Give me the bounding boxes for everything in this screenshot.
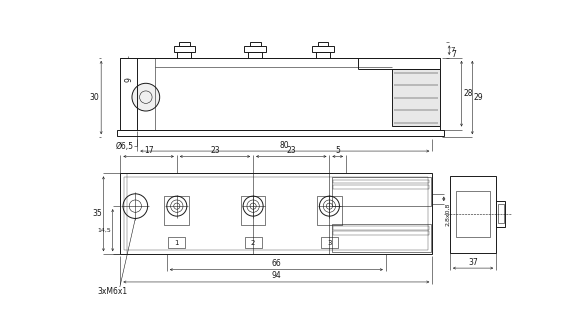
Bar bbox=[392, 70, 440, 126]
Text: 9: 9 bbox=[124, 77, 133, 82]
Text: 23: 23 bbox=[210, 146, 220, 155]
Bar bbox=[333, 226, 429, 230]
Text: 35: 35 bbox=[92, 209, 102, 218]
Circle shape bbox=[132, 83, 160, 111]
Bar bbox=[332, 177, 431, 205]
Text: 2,8x0,8: 2,8x0,8 bbox=[445, 202, 450, 225]
Text: 3: 3 bbox=[327, 240, 332, 246]
Bar bbox=[245, 46, 266, 52]
Bar bbox=[245, 237, 262, 248]
Bar bbox=[241, 196, 266, 225]
Bar bbox=[316, 52, 330, 58]
Text: 1: 1 bbox=[174, 240, 179, 246]
Bar bbox=[250, 43, 260, 46]
Bar bbox=[450, 176, 496, 253]
Bar bbox=[333, 231, 429, 235]
Text: 5: 5 bbox=[335, 146, 340, 155]
Bar bbox=[177, 52, 192, 58]
Bar bbox=[173, 46, 195, 52]
Text: 29: 29 bbox=[474, 93, 483, 102]
Text: Ø6,5: Ø6,5 bbox=[116, 142, 133, 151]
Text: 17: 17 bbox=[144, 146, 153, 155]
Bar bbox=[498, 204, 504, 223]
Text: 23: 23 bbox=[287, 146, 296, 155]
Bar bbox=[179, 43, 190, 46]
Bar bbox=[333, 185, 429, 189]
Bar bbox=[312, 46, 333, 52]
Bar bbox=[333, 180, 429, 184]
Text: 7: 7 bbox=[451, 47, 455, 53]
Text: 2: 2 bbox=[251, 240, 255, 246]
Bar bbox=[165, 196, 189, 225]
Bar bbox=[124, 177, 429, 251]
Text: 28: 28 bbox=[463, 89, 473, 98]
Text: 14,5: 14,5 bbox=[97, 228, 111, 233]
Bar bbox=[317, 43, 328, 46]
Text: 3xM6x1: 3xM6x1 bbox=[97, 287, 128, 296]
Bar bbox=[456, 191, 490, 237]
Bar bbox=[120, 58, 440, 129]
Bar bbox=[317, 196, 342, 225]
Bar bbox=[168, 237, 185, 248]
Bar bbox=[120, 173, 432, 254]
Text: 66: 66 bbox=[271, 259, 281, 268]
Text: 37: 37 bbox=[468, 258, 478, 267]
Bar bbox=[249, 52, 262, 58]
Text: 30: 30 bbox=[90, 93, 100, 102]
Bar bbox=[332, 223, 431, 252]
Text: 94: 94 bbox=[271, 271, 281, 280]
Text: 7: 7 bbox=[451, 50, 457, 59]
Bar bbox=[496, 201, 506, 226]
Text: 80: 80 bbox=[280, 140, 290, 149]
Bar bbox=[116, 129, 444, 136]
Bar bbox=[321, 237, 338, 248]
